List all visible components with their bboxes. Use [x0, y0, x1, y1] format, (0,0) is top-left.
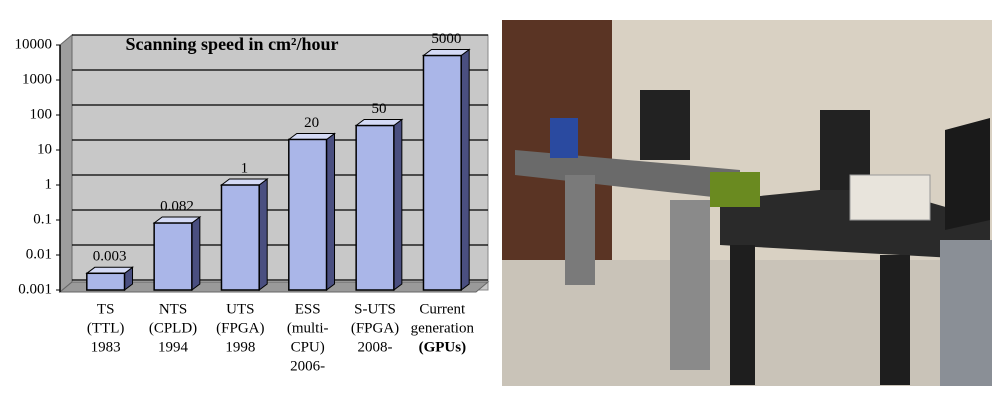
x-tick-label: NTS — [159, 301, 187, 317]
bar-top — [152, 216, 202, 224]
x-tick-label: generation — [411, 320, 475, 336]
y-tick-label: 0.1 — [33, 211, 52, 227]
x-tick-label: (FPGA) — [216, 320, 264, 336]
x-tick-label: Current — [419, 301, 466, 317]
side-wall — [59, 33, 73, 294]
table-leg — [565, 175, 595, 285]
table-leg — [880, 255, 910, 385]
bar-side — [460, 48, 470, 291]
bar-top — [287, 132, 337, 140]
bar — [86, 272, 126, 291]
value-label: 1 — [241, 160, 249, 176]
chair — [940, 240, 992, 386]
bar — [355, 124, 395, 291]
value-label: 0.082 — [160, 198, 194, 214]
bar — [153, 222, 193, 291]
bar-side — [258, 178, 268, 291]
bar — [288, 138, 328, 291]
x-tick-label: 1983 — [91, 339, 121, 355]
x-tick-label: S-UTS — [354, 301, 396, 317]
x-tick-label: (GPUs) — [419, 339, 467, 355]
x-tick-label: TS — [97, 301, 115, 317]
x-tick-label: (TTL) — [87, 320, 124, 336]
y-tick-label: 100 — [30, 106, 53, 122]
photo — [502, 20, 992, 386]
monitor — [945, 118, 990, 230]
x-tick-label: 2006- — [290, 358, 325, 374]
x-tick-label: CPU) — [291, 339, 325, 355]
value-label: 5000 — [431, 31, 461, 47]
x-tick-label: (CPLD) — [149, 320, 197, 336]
value-label: 0.003 — [93, 249, 127, 265]
microscope — [640, 90, 690, 160]
back-wall — [71, 34, 489, 291]
y-tick-label: 1 — [45, 176, 53, 192]
value-label: 50 — [372, 101, 387, 117]
device — [710, 172, 760, 207]
x-tick-label: (multi- — [287, 320, 329, 336]
table-leg — [730, 245, 755, 385]
bar-top — [85, 266, 135, 274]
value-label: 20 — [304, 115, 319, 131]
x-tick-label: ESS — [295, 301, 321, 317]
x-tick-label: 1994 — [158, 339, 189, 355]
table-left — [515, 150, 740, 200]
x-tick-label: 2008- — [358, 339, 393, 355]
x-tick-label: 1998 — [225, 339, 255, 355]
y-tick-label: 10 — [37, 141, 52, 157]
y-tick-label: 0.001 — [18, 281, 52, 297]
bar — [422, 54, 462, 291]
x-tick-label: UTS — [226, 301, 254, 317]
table-leg — [670, 200, 710, 370]
bar-side — [393, 118, 403, 291]
chart-title: Scanning speed in cm²/hour — [126, 34, 339, 54]
bar-side — [326, 132, 336, 291]
bar — [220, 184, 260, 291]
y-tick-label: 0.01 — [26, 246, 52, 262]
bar-top — [219, 178, 269, 186]
y-tick-label: 10000 — [15, 36, 53, 52]
bar-top — [354, 119, 404, 127]
y-tick-label: 1000 — [22, 71, 52, 87]
bar-top — [421, 49, 471, 57]
bar-side — [191, 216, 201, 291]
power-supply — [849, 174, 931, 221]
device — [550, 118, 578, 158]
x-tick-label: (FPGA) — [351, 320, 399, 336]
